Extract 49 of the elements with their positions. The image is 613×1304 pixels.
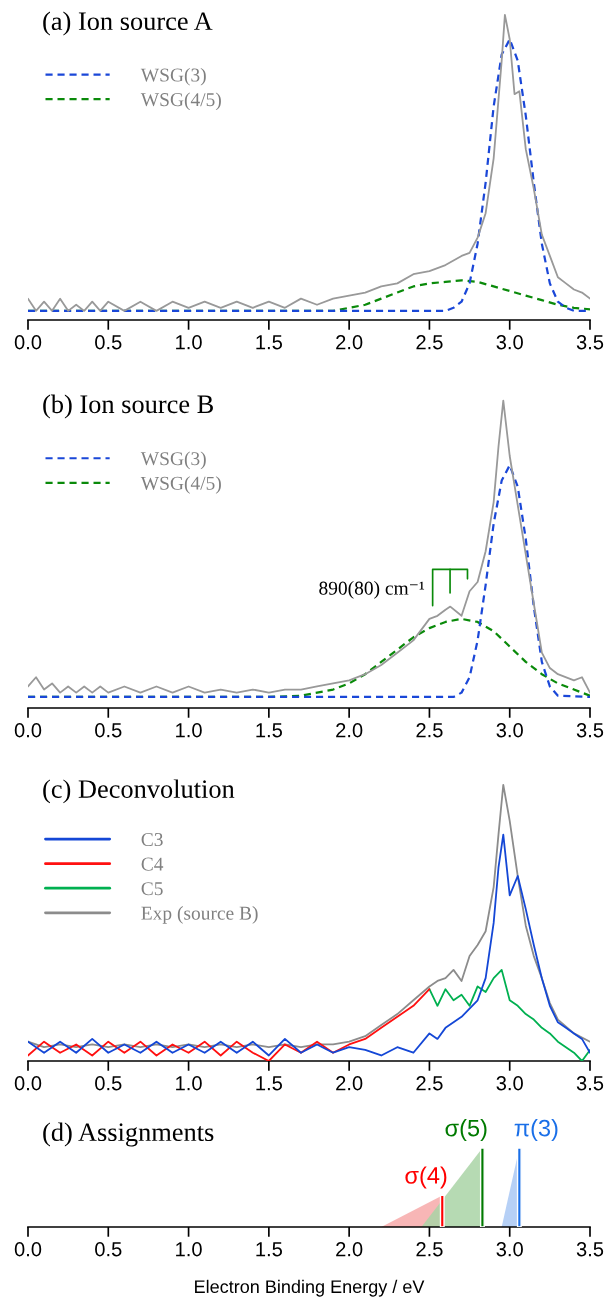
x-tick-label: 1.0: [176, 723, 202, 738]
x-tick-label: 1.5: [256, 335, 283, 350]
x-tick-label: 3.5: [576, 335, 604, 350]
legend-label: C5: [141, 882, 163, 896]
series-label: σ(4): [405, 1166, 447, 1189]
series-label: π(3): [514, 1119, 558, 1142]
legend-label: WSG(4/5): [140, 476, 221, 494]
x-tick-label: 3.5: [576, 723, 604, 738]
legend-label: WSG(4/5): [140, 92, 221, 111]
series-label: σ(5): [445, 1119, 487, 1142]
x-tick-label: 2.0: [336, 335, 363, 350]
x-tick-label: 2.0: [336, 723, 363, 738]
x-tick-label: 2.5: [416, 723, 443, 738]
x-tick-label: 3.0: [496, 1076, 523, 1091]
x-tick-label: 1.5: [256, 723, 283, 738]
x-tick-label: 2.5: [416, 1242, 443, 1257]
x-tick-label: 3.5: [576, 1242, 604, 1257]
x-tick-label: 1.0: [176, 1076, 202, 1091]
x-tick-label: 3.0: [496, 723, 523, 738]
x-tick-label: 0.0: [14, 1242, 42, 1257]
x-tick-label: 0.5: [95, 1076, 122, 1091]
x-tick-label: 2.5: [416, 1076, 443, 1091]
x-tick-label: 3.0: [496, 1242, 523, 1257]
x-tick-label: 3.5: [576, 1076, 604, 1091]
x-tick-label: 0.5: [95, 1242, 122, 1257]
x-tick-label: 0.0: [14, 335, 42, 350]
legend-label: C4: [141, 857, 164, 871]
x-tick-label: 0.5: [95, 723, 122, 738]
chart-title: (d) Assignments: [43, 1122, 214, 1147]
x-tick-label: 2.0: [336, 1242, 363, 1257]
legend-label: WSG(3): [140, 67, 206, 86]
x-tick-label: 1.5: [256, 1076, 283, 1091]
x-tick-label: 1.0: [176, 1242, 202, 1257]
legend-label: WSG(3): [140, 451, 206, 470]
chart-title: (b) Ion source B: [43, 394, 213, 419]
legend-label: C3: [141, 833, 163, 847]
x-tick-label: 1.0: [176, 335, 202, 350]
chart-title: (a) Ion source A: [43, 11, 213, 36]
x-tick-label: 2.0: [336, 1076, 363, 1091]
x-tick-label: 2.5: [416, 335, 443, 350]
x-tick-label: 3.0: [496, 335, 523, 350]
legend-label: Exp (source B): [141, 906, 258, 924]
x-axis-title: Electron Binding Energy / eV: [195, 1279, 425, 1297]
chart-title: (c) Deconvolution: [43, 779, 235, 804]
x-tick-label: 1.5: [256, 1242, 283, 1257]
annotation: 890(80) cm⁻¹: [319, 581, 425, 599]
x-tick-label: 0.0: [14, 1076, 42, 1091]
x-tick-label: 0.5: [95, 335, 122, 350]
x-tick-label: 0.0: [14, 723, 42, 738]
